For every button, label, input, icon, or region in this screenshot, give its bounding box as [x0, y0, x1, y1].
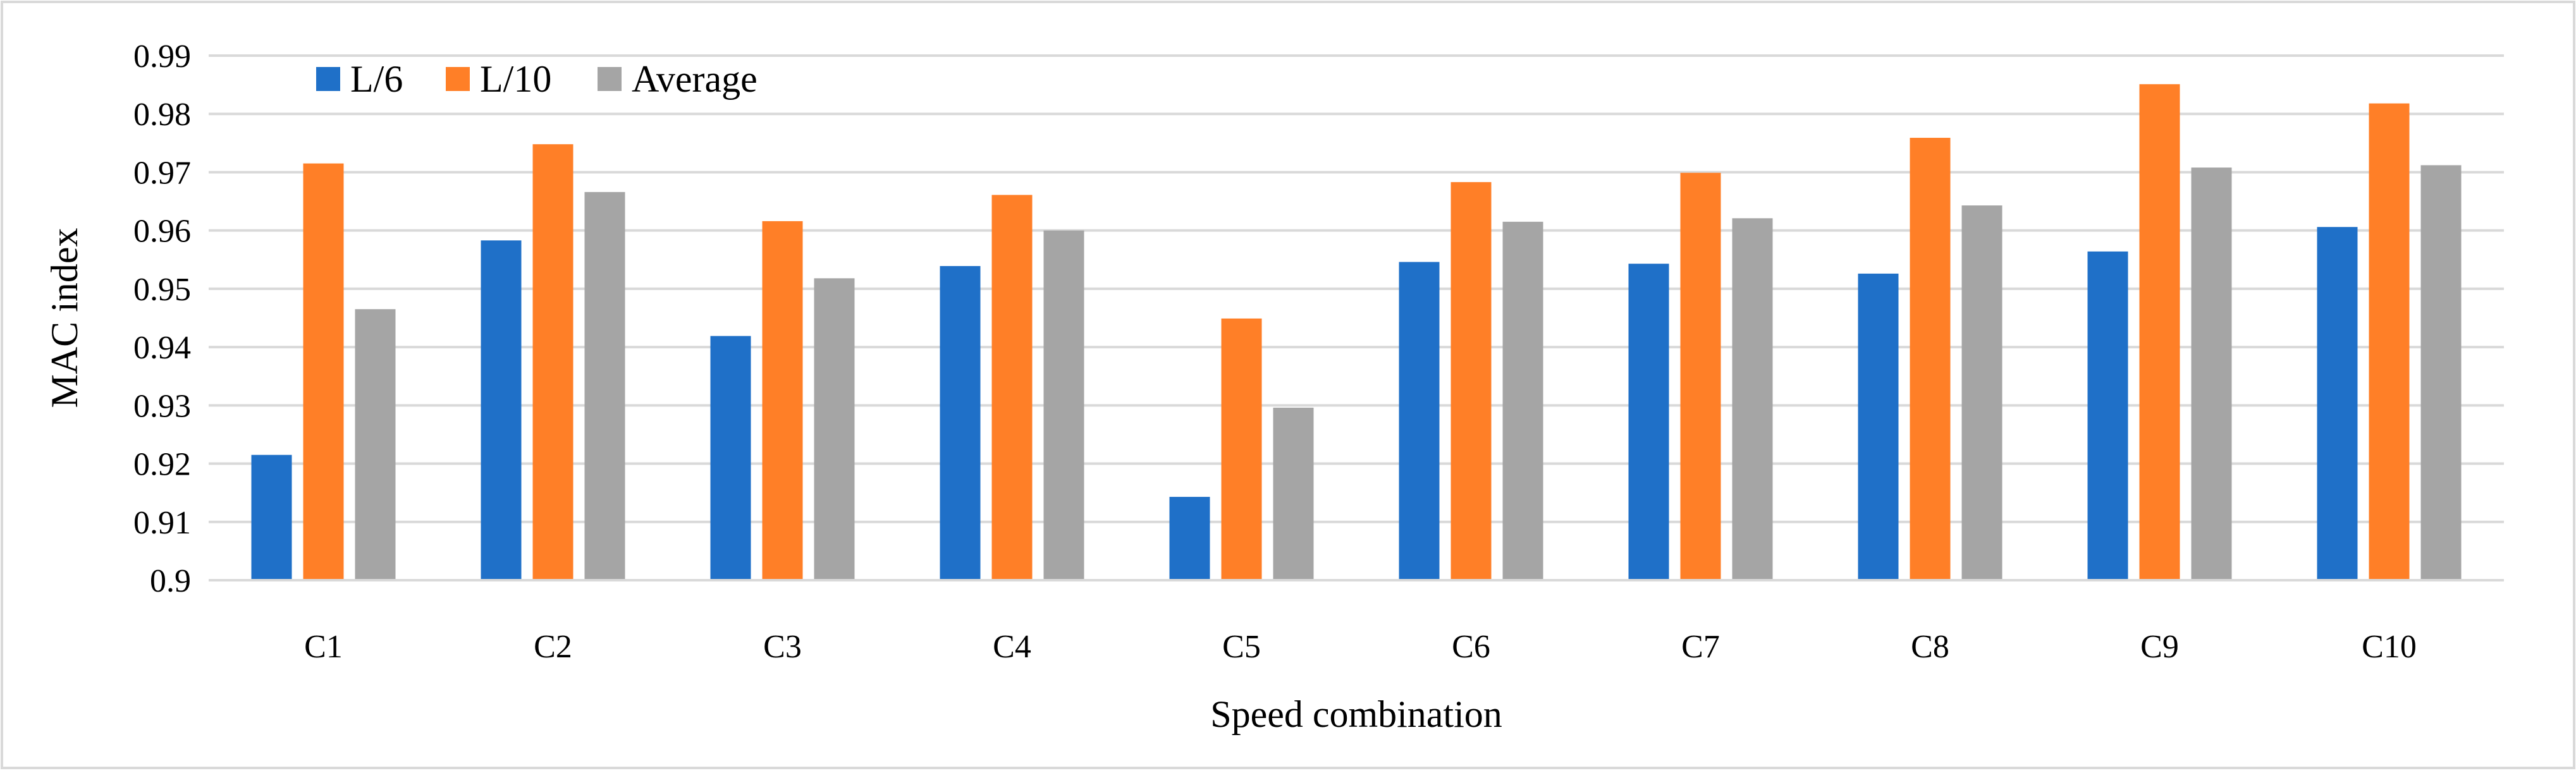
x-tick-label: C10 [2362, 629, 2417, 665]
bar-c4-l6 [940, 265, 981, 580]
bar-c7-l6 [1628, 264, 1669, 580]
y-tick-label: 0.98 [133, 97, 191, 133]
y-axis-title: MAC index [44, 228, 85, 408]
bar-c8-l10 [1910, 138, 1951, 581]
y-tick-label: 0.99 [133, 39, 191, 75]
x-tick-label: C6 [1452, 629, 1490, 665]
bar-c6-l6 [1399, 262, 1440, 580]
bar-c9-average [2191, 167, 2232, 581]
bars [251, 84, 2462, 581]
bar-c7-average [1732, 218, 1773, 580]
bar-c1-l10 [303, 163, 344, 581]
x-tick-label: C9 [2140, 629, 2179, 665]
legend-label: L/6 [350, 58, 403, 100]
bar-c3-l6 [710, 336, 751, 580]
x-tick-label: C1 [304, 629, 343, 665]
bar-c5-l10 [1221, 318, 1262, 580]
bar-c1-average [355, 309, 396, 580]
bar-c6-l10 [1451, 182, 1492, 581]
bar-c10-l6 [2317, 227, 2358, 581]
bar-c7-l10 [1680, 173, 1721, 580]
bar-c2-average [584, 192, 625, 580]
y-tick-label: 0.91 [133, 505, 191, 541]
bar-c5-l6 [1169, 497, 1210, 580]
y-tick-label: 0.93 [133, 388, 191, 424]
legend-swatch [446, 67, 470, 91]
bar-c5-average [1273, 408, 1314, 580]
legend-label: L/10 [480, 58, 551, 100]
y-tick-label: 0.9 [150, 563, 191, 599]
x-axis-title: Speed combination [1210, 693, 1502, 735]
bar-c8-l6 [1858, 273, 1899, 580]
x-axis-ticks: C1 C2 C3 C4 C5 C6 C7 C8 C9 C10 [304, 629, 2417, 665]
bar-c2-l10 [532, 144, 573, 580]
x-tick-label: C5 [1222, 629, 1261, 665]
x-tick-label: C4 [993, 629, 1031, 665]
bar-c10-average [2420, 165, 2462, 580]
bar-c6-average [1502, 221, 1543, 580]
y-tick-label: 0.97 [133, 155, 191, 191]
bar-c4-l10 [991, 195, 1033, 580]
legend-swatch [316, 67, 340, 91]
y-tick-label: 0.96 [133, 214, 191, 250]
bar-c9-l6 [2087, 251, 2128, 580]
x-tick-label: C2 [534, 629, 572, 665]
y-tick-label: 0.95 [133, 272, 191, 308]
legend-label: Average [632, 58, 757, 100]
legend: L/6 L/10 Average [316, 58, 757, 100]
x-tick-label: C8 [1911, 629, 1949, 665]
bar-c4-average [1043, 230, 1084, 581]
bar-c9-l10 [2139, 84, 2180, 580]
bar-c8-average [1961, 205, 2003, 580]
x-tick-label: C7 [1681, 629, 1720, 665]
y-tick-label: 0.92 [133, 447, 191, 483]
y-tick-label: 0.94 [133, 330, 191, 366]
x-tick-label: C3 [763, 629, 802, 665]
bar-c1-l6 [251, 454, 292, 580]
bar-c3-average [814, 278, 855, 580]
y-axis-ticks: 0.9 0.91 0.92 0.93 0.94 0.95 0.96 0.97 0.98 0.99 [133, 39, 191, 599]
bar-c2-l6 [481, 240, 522, 580]
bar-c10-l10 [2369, 103, 2410, 581]
legend-swatch [598, 67, 622, 91]
bar-c3-l10 [762, 221, 803, 580]
